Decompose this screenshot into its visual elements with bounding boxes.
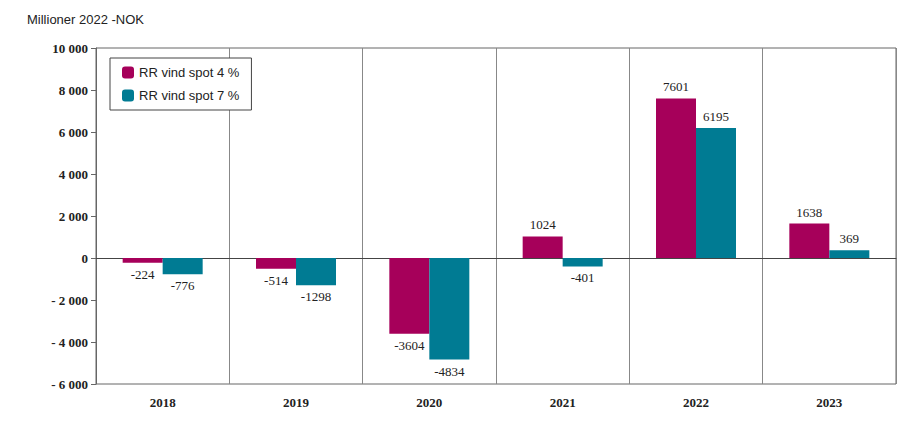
svg-text:7601: 7601 — [663, 79, 689, 94]
svg-text:-401: -401 — [571, 270, 595, 285]
svg-text:-4834: -4834 — [434, 364, 465, 379]
svg-text:-776: -776 — [171, 278, 195, 293]
svg-text:4 000: 4 000 — [59, 167, 88, 182]
svg-text:RR vind spot 4 %: RR vind spot 4 % — [139, 65, 240, 80]
svg-text:1024: 1024 — [530, 217, 557, 232]
svg-text:- 6 000: - 6 000 — [51, 377, 88, 392]
svg-text:0: 0 — [82, 251, 89, 266]
svg-text:6 000: 6 000 — [59, 125, 88, 140]
svg-text:-224: -224 — [131, 267, 155, 282]
svg-text:RR vind spot 7 %: RR vind spot 7 % — [139, 88, 240, 103]
svg-text:2021: 2021 — [550, 395, 576, 410]
svg-text:2018: 2018 — [150, 395, 177, 410]
svg-text:2022: 2022 — [683, 395, 709, 410]
svg-text:Millioner 2022 -NOK: Millioner 2022 -NOK — [27, 12, 144, 27]
svg-text:2023: 2023 — [816, 395, 843, 410]
svg-text:1638: 1638 — [796, 205, 822, 220]
svg-text:-514: -514 — [264, 273, 288, 288]
svg-text:369: 369 — [840, 231, 860, 246]
svg-text:8 000: 8 000 — [59, 83, 88, 98]
svg-text:2 000: 2 000 — [59, 209, 88, 224]
svg-text:10 000: 10 000 — [52, 41, 88, 56]
svg-text:2020: 2020 — [416, 395, 442, 410]
svg-text:6195: 6195 — [703, 109, 729, 124]
svg-text:- 2 000: - 2 000 — [51, 293, 88, 308]
svg-text:-1298: -1298 — [301, 289, 331, 304]
svg-text:- 4 000: - 4 000 — [51, 335, 88, 350]
svg-text:2019: 2019 — [283, 395, 310, 410]
svg-text:-3604: -3604 — [394, 338, 425, 353]
